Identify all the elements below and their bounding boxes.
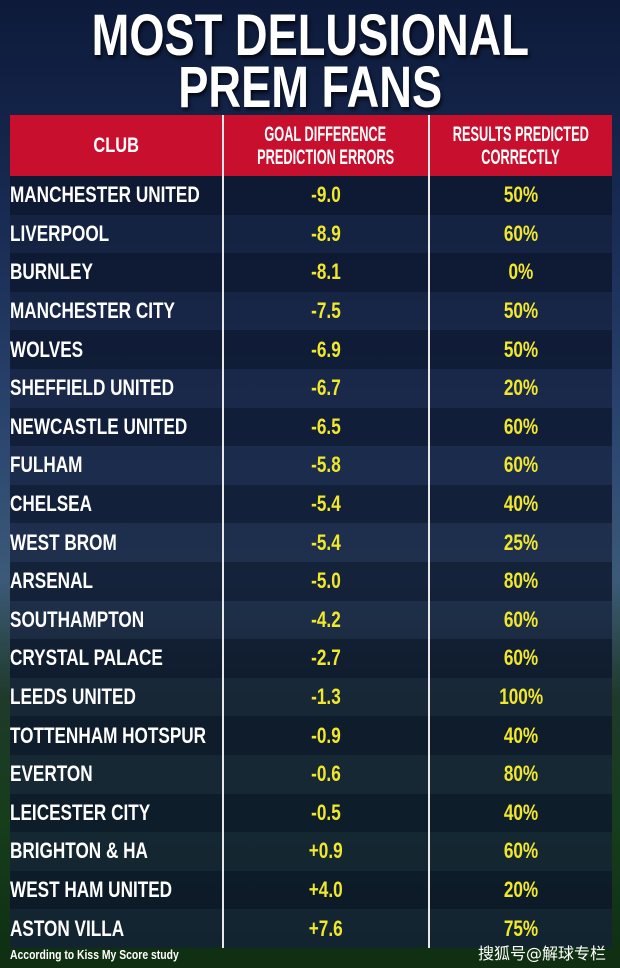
club-name: WOLVES <box>10 336 84 362</box>
header-results: RESULTS PREDICTED CORRECTLY <box>428 115 612 176</box>
club-name: EVERTON <box>10 761 93 787</box>
club-name: CHELSEA <box>10 491 92 517</box>
results-predicted: 60% <box>428 832 612 871</box>
club-name: LEICESTER CITY <box>10 799 151 825</box>
header-goal-difference: GOAL DIFFERENCE PREDICTION ERRORS <box>222 115 428 176</box>
table-row: LEICESTER CITY -0.5 40% <box>10 793 612 833</box>
goal-difference-error: -6.7 <box>222 368 428 408</box>
table-row: SHEFFIELD UNITED -6.7 20% <box>10 368 612 408</box>
title-line-1: MOST DELUSIONAL <box>91 3 529 68</box>
results-predicted: 60% <box>428 639 612 678</box>
results-predicted: 60% <box>428 214 612 254</box>
table-row: MANCHESTER UNITED -9.0 50% <box>10 176 612 215</box>
title-line-2: PREM FANS <box>178 55 442 120</box>
results-predicted: 80% <box>428 754 612 794</box>
table-row: WOLVES -6.9 50% <box>10 330 612 369</box>
results-predicted: 80% <box>428 561 612 601</box>
table-row: CRYSTAL PALACE -2.7 60% <box>10 639 612 678</box>
source-note: According to Kiss My Score study <box>10 947 179 962</box>
club-name: ASTON VILLA <box>10 915 125 941</box>
goal-difference-error: -4.2 <box>222 600 428 640</box>
club-name: FULHAM <box>10 452 83 478</box>
results-predicted: 60% <box>428 600 612 640</box>
club-name: CRYSTAL PALACE <box>10 645 163 671</box>
results-predicted: 50% <box>428 291 612 331</box>
club-name: WEST BROM <box>10 529 117 555</box>
results-predicted: 25% <box>428 523 612 562</box>
table-row: NEWCASTLE UNITED -6.5 60% <box>10 407 612 447</box>
goal-difference-error: -9.0 <box>222 176 428 215</box>
watermark: 搜狐号@解球专栏 <box>477 944 606 963</box>
goal-difference-error: -5.0 <box>222 561 428 601</box>
table-row: TOTTENHAM HOTSPUR -0.9 40% <box>10 716 612 755</box>
goal-difference-error: -0.6 <box>222 754 428 794</box>
table-row: LEEDS UNITED -1.3 100% <box>10 677 612 717</box>
table-row: MANCHESTER CITY -7.5 50% <box>10 291 612 331</box>
table-row: CHELSEA -5.4 40% <box>10 484 612 524</box>
club-name: MANCHESTER UNITED <box>10 182 200 208</box>
table-row: BRIGHTON & HA +0.9 60% <box>10 832 612 871</box>
table-row: WEST HAM UNITED +4.0 20% <box>10 870 612 910</box>
goal-difference-error: -5.4 <box>222 523 428 562</box>
club-name: WEST HAM UNITED <box>10 876 173 902</box>
goal-difference-error: -5.8 <box>222 446 428 485</box>
table-row: FULHAM -5.8 60% <box>10 446 612 485</box>
table-row: ASTON VILLA +7.6 75% <box>10 909 612 948</box>
results-predicted: 40% <box>428 484 612 524</box>
results-predicted: 100% <box>428 677 612 717</box>
club-name: SOUTHAMPTON <box>10 606 145 632</box>
results-predicted: 50% <box>428 330 612 369</box>
goal-difference-error: +7.6 <box>222 909 428 948</box>
results-predicted: 60% <box>428 407 612 447</box>
goal-difference-error: -7.5 <box>222 291 428 331</box>
results-predicted: 50% <box>428 176 612 215</box>
club-name: BURNLEY <box>10 259 93 285</box>
club-name: LIVERPOOL <box>10 220 110 246</box>
table-body: MANCHESTER UNITED -9.0 50% LIVERPOOL -8.9 60%… <box>10 176 612 948</box>
goal-difference-error: +4.0 <box>222 870 428 910</box>
results-predicted: 60% <box>428 446 612 485</box>
goal-difference-error: -5.4 <box>222 484 428 524</box>
club-name: ARSENAL <box>10 568 93 594</box>
goal-difference-error: -8.9 <box>222 214 428 254</box>
results-predicted: 40% <box>428 716 612 755</box>
goal-difference-error: -0.9 <box>222 716 428 755</box>
goal-difference-error: -2.7 <box>222 639 428 678</box>
data-table: CLUB GOAL DIFFERENCE PREDICTION ERRORS RE… <box>10 115 612 948</box>
table-row: ARSENAL -5.0 80% <box>10 561 612 601</box>
goal-difference-error: -0.5 <box>222 793 428 833</box>
results-predicted: 0% <box>428 253 612 292</box>
results-predicted: 40% <box>428 793 612 833</box>
table-row: SOUTHAMPTON -4.2 60% <box>10 600 612 640</box>
header-club: CLUB <box>93 134 139 157</box>
club-name: NEWCASTLE UNITED <box>10 413 188 439</box>
table-row: LIVERPOOL -8.9 60% <box>10 214 612 254</box>
club-name: MANCHESTER CITY <box>10 298 175 324</box>
club-name: LEEDS UNITED <box>10 684 136 710</box>
table-row: BURNLEY -8.1 0% <box>10 253 612 292</box>
club-name: SHEFFIELD UNITED <box>10 375 174 401</box>
club-name: BRIGHTON & HA <box>10 838 148 864</box>
results-predicted: 20% <box>428 870 612 910</box>
goal-difference-error: +0.9 <box>222 832 428 871</box>
goal-difference-error: -1.3 <box>222 677 428 717</box>
goal-difference-error: -8.1 <box>222 253 428 292</box>
table-row: WEST BROM -5.4 25% <box>10 523 612 562</box>
goal-difference-error: -6.9 <box>222 330 428 369</box>
table-header: CLUB GOAL DIFFERENCE PREDICTION ERRORS RE… <box>10 115 612 176</box>
table-row: EVERTON -0.6 80% <box>10 754 612 794</box>
club-name: TOTTENHAM HOTSPUR <box>10 722 207 748</box>
results-predicted: 20% <box>428 368 612 408</box>
goal-difference-error: -6.5 <box>222 407 428 447</box>
results-predicted: 75% <box>428 909 612 948</box>
